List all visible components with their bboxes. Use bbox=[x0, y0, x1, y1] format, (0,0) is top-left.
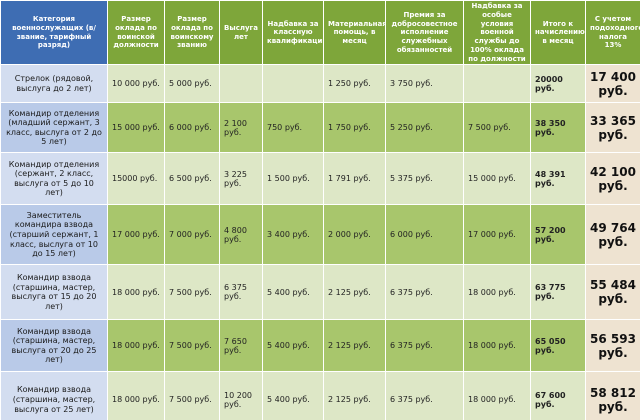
value-cell: 3 225 руб. bbox=[219, 152, 263, 206]
value-cell: 4 800 руб. bbox=[219, 204, 263, 266]
header-cell: Итого к начислению в месяц bbox=[530, 0, 586, 66]
value-cell: 15000 руб. bbox=[107, 152, 165, 206]
table-row: Командир отделения (сержант, 2 класс, вы… bbox=[0, 152, 640, 206]
value-cell: 15 000 руб. bbox=[463, 152, 531, 206]
value-cell: 1 750 руб. bbox=[323, 102, 386, 154]
value-cell: 18 000 руб. bbox=[107, 319, 165, 373]
value-cell: 49 764 руб. bbox=[585, 204, 640, 266]
category-cell: Командир взвода (старшина, мастер, выслу… bbox=[0, 371, 108, 420]
value-cell: 18 000 руб. bbox=[463, 371, 531, 420]
header-cell: Размер оклада по воинской должности bbox=[107, 0, 165, 66]
value-cell: 33 365 руб. bbox=[585, 102, 640, 154]
value-cell: 5 400 руб. bbox=[262, 319, 324, 373]
value-cell: 3 400 руб. bbox=[262, 204, 324, 266]
category-cell: Командир взвода (старшина, мастер, выслу… bbox=[0, 319, 108, 373]
header-cell: С учетом подоходного налога 13% bbox=[585, 0, 640, 66]
value-cell: 6 375 руб. bbox=[385, 319, 464, 373]
value-cell: 1 500 руб. bbox=[262, 152, 324, 206]
table-row: Командир отделения (младший сержант, 3 к… bbox=[0, 102, 640, 154]
value-cell: 5 400 руб. bbox=[262, 371, 324, 420]
value-cell: 7 000 руб. bbox=[164, 204, 220, 266]
value-cell: 5 375 руб. bbox=[385, 152, 464, 206]
table-row: Командир взвода (старшина, мастер, выслу… bbox=[0, 319, 640, 373]
value-cell bbox=[262, 64, 324, 104]
value-cell bbox=[463, 64, 531, 104]
value-cell: 18 000 руб. bbox=[463, 264, 531, 321]
table-body: Стрелок (рядовой, выслуга до 2 лет) 10 00… bbox=[0, 64, 640, 420]
header-cell: Надбавка за классную квалификацию bbox=[262, 0, 324, 66]
value-cell: 6 375 руб. bbox=[219, 264, 263, 321]
value-cell: 2 100 руб. bbox=[219, 102, 263, 154]
value-cell: 17 000 руб. bbox=[107, 204, 165, 266]
value-cell: 7 500 руб. bbox=[164, 319, 220, 373]
value-cell: 750 руб. bbox=[262, 102, 324, 154]
value-cell: 42 100 руб. bbox=[585, 152, 640, 206]
value-cell: 38 350 руб. bbox=[530, 102, 586, 154]
value-cell: 5 400 руб. bbox=[262, 264, 324, 321]
value-cell: 6 375 руб. bbox=[385, 371, 464, 420]
value-cell: 67 600 руб. bbox=[530, 371, 586, 420]
value-cell: 1 250 руб. bbox=[323, 64, 386, 104]
value-cell: 17 400 руб. bbox=[585, 64, 640, 104]
value-cell: 15 000 руб. bbox=[107, 102, 165, 154]
header-cell: Надбавка за особые условия военной служб… bbox=[463, 0, 531, 66]
table-row: Командир взвода (старшина, мастер, выслу… bbox=[0, 371, 640, 420]
table-row: Командир взвода (старшина, мастер, выслу… bbox=[0, 264, 640, 321]
value-cell: 6 000 руб. bbox=[385, 204, 464, 266]
value-cell: 3 750 руб. bbox=[385, 64, 464, 104]
value-cell: 56 593 руб. bbox=[585, 319, 640, 373]
value-cell: 55 484 руб. bbox=[585, 264, 640, 321]
value-cell: 65 050 руб. bbox=[530, 319, 586, 373]
value-cell: 1 791 руб. bbox=[323, 152, 386, 206]
value-cell: 5 000 руб. bbox=[164, 64, 220, 104]
header-cell: Категория военнослужащих (в/звание, тари… bbox=[0, 0, 108, 66]
header-cell: Размер оклада по воинскому званию bbox=[164, 0, 220, 66]
value-cell: 18 000 руб. bbox=[107, 371, 165, 420]
value-cell: 5 250 руб. bbox=[385, 102, 464, 154]
value-cell: 7 500 руб. bbox=[164, 371, 220, 420]
table-header: Категория военнослужащих (в/звание, тари… bbox=[0, 0, 640, 66]
value-cell: 48 391 руб. bbox=[530, 152, 586, 206]
value-cell: 57 200 руб. bbox=[530, 204, 586, 266]
value-cell: 10 000 руб. bbox=[107, 64, 165, 104]
table-row: Стрелок (рядовой, выслуга до 2 лет) 10 00… bbox=[0, 64, 640, 104]
value-cell: 58 812 руб. bbox=[585, 371, 640, 420]
header-cell: Премия за добросовестное исполнение служ… bbox=[385, 0, 464, 66]
value-cell: 10 200 руб. bbox=[219, 371, 263, 420]
header-row: Категория военнослужащих (в/звание, тари… bbox=[0, 0, 640, 66]
value-cell: 7 500 руб. bbox=[463, 102, 531, 154]
table-row: Заместитель командира взвода (старший се… bbox=[0, 204, 640, 266]
category-cell: Стрелок (рядовой, выслуга до 2 лет) bbox=[0, 64, 108, 104]
value-cell: 2 125 руб. bbox=[323, 319, 386, 373]
value-cell: 17 000 руб. bbox=[463, 204, 531, 266]
value-cell: 7 500 руб. bbox=[164, 264, 220, 321]
value-cell: 20000 руб. bbox=[530, 64, 586, 104]
value-cell: 18 000 руб. bbox=[463, 319, 531, 373]
category-cell: Командир отделения (младший сержант, 3 к… bbox=[0, 102, 108, 154]
value-cell: 63 775 руб. bbox=[530, 264, 586, 321]
header-cell: Выслуга лет bbox=[219, 0, 263, 66]
value-cell: 2 125 руб. bbox=[323, 371, 386, 420]
value-cell: 2 125 руб. bbox=[323, 264, 386, 321]
header-cell: Материальная помощь, в месяц bbox=[323, 0, 386, 66]
value-cell bbox=[219, 64, 263, 104]
value-cell: 6 375 руб. bbox=[385, 264, 464, 321]
category-cell: Командир взвода (старшина, мастер, выслу… bbox=[0, 264, 108, 321]
value-cell: 7 650 руб. bbox=[219, 319, 263, 373]
value-cell: 2 000 руб. bbox=[323, 204, 386, 266]
value-cell: 6 500 руб. bbox=[164, 152, 220, 206]
value-cell: 6 000 руб. bbox=[164, 102, 220, 154]
category-cell: Заместитель командира взвода (старший се… bbox=[0, 204, 108, 266]
value-cell: 18 000 руб. bbox=[107, 264, 165, 321]
category-cell: Командир отделения (сержант, 2 класс, вы… bbox=[0, 152, 108, 206]
